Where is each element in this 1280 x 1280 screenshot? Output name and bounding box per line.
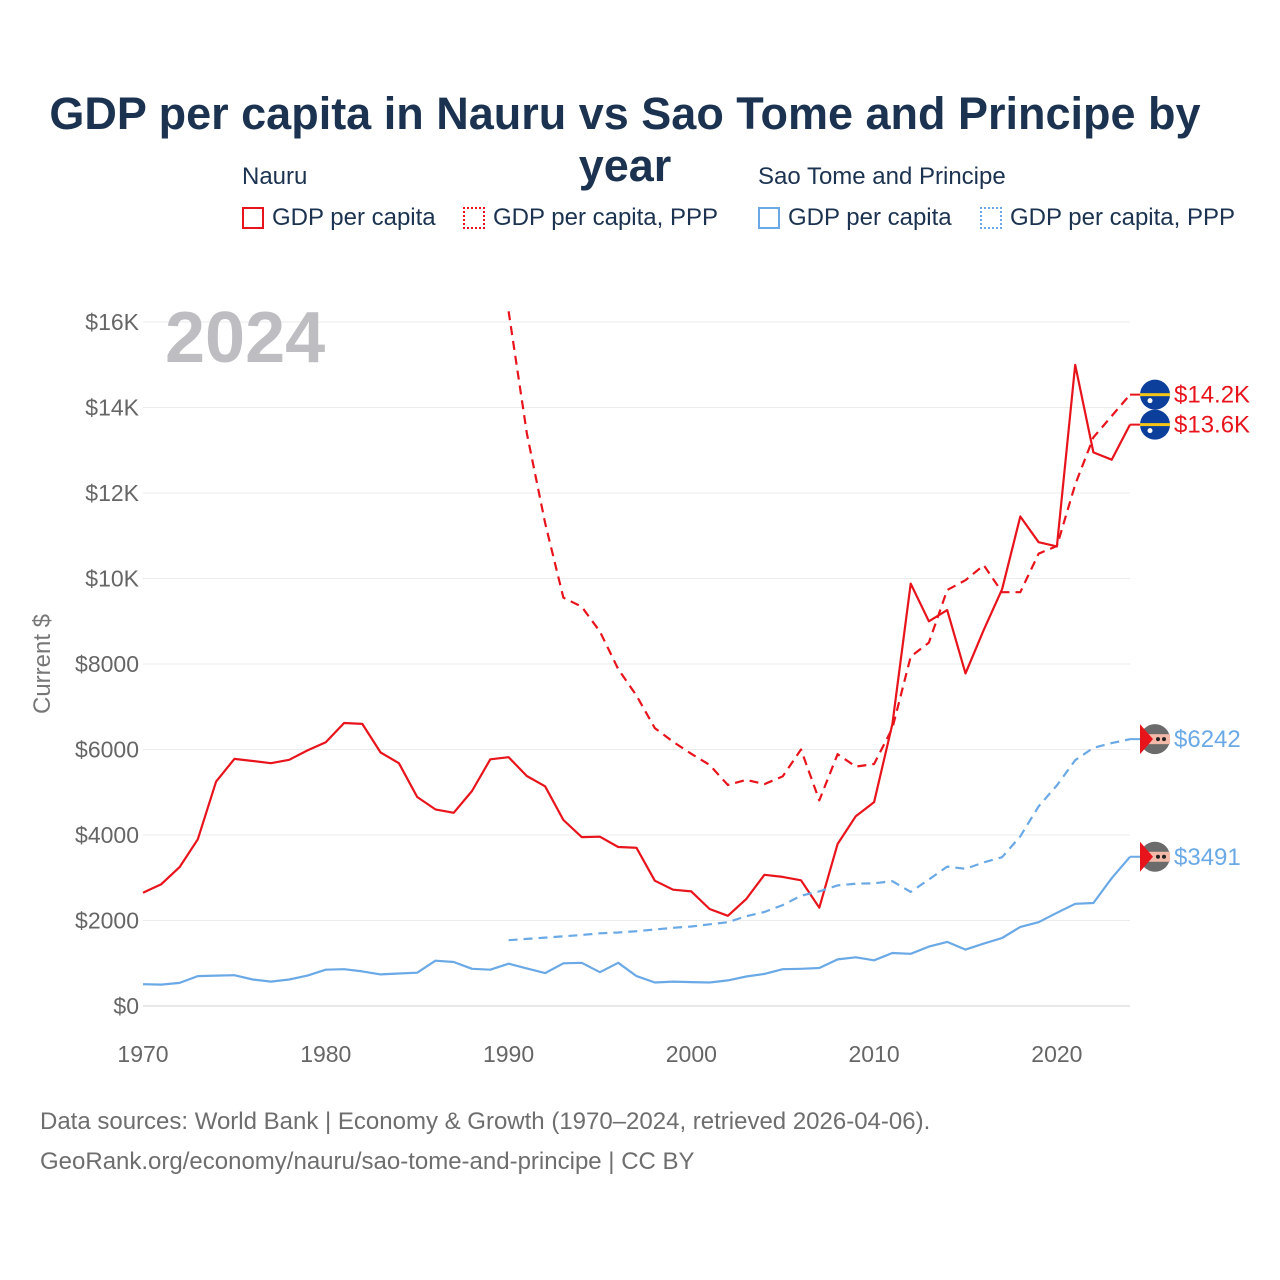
- series-line-2: [142, 856, 1131, 986]
- flag-triangle: [1140, 724, 1153, 755]
- y-tick-label: $6000: [75, 737, 139, 763]
- series-line-3: [508, 738, 1131, 942]
- series-line-1: [507, 311, 1131, 802]
- x-tick-label: 1980: [300, 1041, 351, 1067]
- x-tick-label: 2000: [666, 1041, 717, 1067]
- flag-stripe: [1140, 393, 1170, 397]
- legend-swatch-dotted: [980, 207, 1002, 229]
- footer-sources: Data sources: World Bank | Economy & Gro…: [40, 1108, 931, 1135]
- legend-item-stp-gdp[interactable]: GDP per capita: [758, 204, 952, 232]
- chart-title: GDP per capita in Nauru vs Sao Tome and …: [49, 88, 1201, 191]
- y-tick-label: $14K: [85, 395, 139, 421]
- legend-item-nauru-gdp-ppp[interactable]: GDP per capita, PPP: [463, 204, 718, 232]
- y-tick-label: $0: [113, 993, 139, 1019]
- flag-star: [1147, 428, 1153, 434]
- series-line-0: [142, 363, 1131, 917]
- flag-stripe: [1140, 734, 1170, 745]
- nauru-flag-icon: [1140, 409, 1170, 440]
- flag-star: [1156, 737, 1160, 742]
- flag-star: [1147, 398, 1153, 404]
- y-tick-label: $16K: [85, 309, 139, 335]
- legend-swatch-solid: [758, 207, 780, 229]
- end-value-label: $13.6K: [1174, 412, 1250, 439]
- legend-swatch-solid: [242, 207, 264, 229]
- y-tick-label: $2000: [75, 908, 139, 934]
- year-watermark: 2024: [165, 298, 325, 378]
- flag-star: [1162, 854, 1166, 859]
- x-tick-label: 2010: [849, 1041, 900, 1067]
- flag-stripe: [1140, 423, 1170, 427]
- legend-item-label: GDP per capita: [272, 204, 436, 231]
- legend-item-label: GDP per capita, PPP: [1010, 204, 1235, 231]
- legend-group-sao-tome: Sao Tome and Principe: [758, 163, 1006, 190]
- sao-tome-flag-icon: [1140, 841, 1170, 872]
- sao-tome-flag-icon: [1140, 724, 1170, 755]
- flag-triangle: [1140, 841, 1153, 872]
- legend-item-nauru-gdp[interactable]: GDP per capita: [242, 204, 436, 232]
- x-tick-label: 2020: [1031, 1041, 1082, 1067]
- y-tick-label: $10K: [85, 566, 139, 592]
- flag-stripe: [1140, 851, 1170, 862]
- y-tick-label: $4000: [75, 822, 139, 848]
- y-tick-label: $8000: [75, 651, 139, 677]
- y-tick-label: $12K: [85, 480, 139, 506]
- legend-item-label: GDP per capita, PPP: [493, 204, 718, 231]
- legend-swatch-dotted: [463, 207, 485, 229]
- y-axis-label: Current $: [29, 614, 56, 714]
- flag-star: [1162, 737, 1166, 742]
- legend-item-stp-gdp-ppp[interactable]: GDP per capita, PPP: [980, 204, 1235, 232]
- x-tick-label: 1990: [483, 1041, 534, 1067]
- legend-group-nauru: Nauru: [242, 163, 308, 190]
- x-tick-label: 1970: [117, 1041, 168, 1067]
- end-value-label: $14.2K: [1174, 382, 1250, 409]
- flag-star: [1156, 854, 1160, 859]
- end-value-label: $6242: [1174, 726, 1241, 753]
- nauru-flag-icon: [1140, 379, 1170, 410]
- end-value-label: $3491: [1174, 844, 1241, 871]
- footer-credit: GeoRank.org/economy/nauru/sao-tome-and-p…: [40, 1148, 695, 1175]
- legend-item-label: GDP per capita: [788, 204, 952, 231]
